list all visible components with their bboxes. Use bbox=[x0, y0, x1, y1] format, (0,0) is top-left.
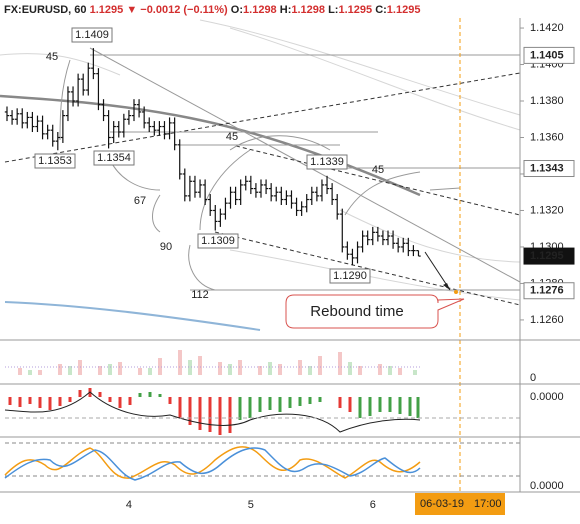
arrow-head bbox=[443, 283, 450, 290]
macd-histogram bbox=[8, 388, 352, 435]
y-tick-label: 1.1360 bbox=[530, 131, 564, 143]
ohlc-label: C: bbox=[375, 4, 387, 16]
time-label-time: 17:00 bbox=[474, 498, 502, 510]
price-callout-box bbox=[306, 154, 348, 170]
ohlc-label: O: bbox=[231, 4, 243, 16]
change-arrow: ▼ bbox=[126, 4, 137, 16]
macd-line bbox=[4, 391, 421, 433]
moving-average bbox=[0, 94, 421, 197]
price-label-box bbox=[523, 160, 575, 178]
price-callout-box bbox=[329, 268, 371, 284]
ohlc-label: H: bbox=[280, 4, 292, 16]
price-callout-box bbox=[93, 150, 135, 166]
stoch-k bbox=[4, 446, 421, 479]
frame bbox=[0, 18, 580, 493]
angle-label: 90 bbox=[160, 241, 172, 253]
y-tick-label: 1.1260 bbox=[530, 314, 564, 326]
angle-label: 112 bbox=[191, 289, 209, 301]
y-tick-label: 1.1380 bbox=[530, 95, 564, 107]
price-label: 1.1405 bbox=[530, 49, 564, 61]
last-price: 1.1295 bbox=[90, 4, 124, 16]
band-line bbox=[229, 27, 521, 131]
macd-histogram bbox=[138, 392, 420, 420]
x-tick-label: 4 bbox=[126, 499, 132, 511]
trend-line-dashed bbox=[4, 72, 521, 163]
band-line bbox=[0, 53, 521, 263]
callout-box bbox=[285, 294, 465, 329]
angle-label: 45 bbox=[46, 51, 58, 63]
price-label-box bbox=[523, 282, 575, 300]
price-callout: 1.1354 bbox=[97, 152, 131, 164]
panel-label: 0 bbox=[530, 372, 536, 384]
target-dot bbox=[454, 290, 458, 294]
price-label: 1.1295 bbox=[530, 250, 564, 262]
price-callout: 1.1339 bbox=[310, 156, 344, 168]
price-callout: 1.1309 bbox=[201, 235, 235, 247]
price-callout-box bbox=[197, 233, 239, 249]
callout-text: Rebound time bbox=[310, 303, 403, 320]
price-label: 1.1343 bbox=[530, 162, 564, 174]
header: FX:EURUSD, 60 1.1295 ▼ −0.0012 (−0.11%) … bbox=[4, 4, 420, 16]
price-callout: 1.1409 bbox=[75, 29, 109, 41]
trend-line bbox=[89, 47, 521, 283]
x-tick-label: 6 bbox=[370, 499, 376, 511]
x-tick-label: 5 bbox=[248, 499, 254, 511]
change: −0.0012 (−0.11%) bbox=[140, 4, 228, 16]
ohlc-value: 1.1298 bbox=[243, 4, 277, 16]
price-label: 1.1276 bbox=[530, 285, 564, 297]
gann-arc bbox=[59, 59, 461, 291]
price-callout-box bbox=[34, 153, 76, 169]
time-label-box bbox=[415, 493, 505, 515]
price-callout: 1.1353 bbox=[38, 155, 72, 167]
ohlc-value: 1.1298 bbox=[291, 4, 325, 16]
ohlc-value: 1.1295 bbox=[338, 4, 372, 16]
y-tick-label: 1.1320 bbox=[530, 204, 564, 216]
price-label-box bbox=[523, 247, 575, 265]
panel-label: 0.0000 bbox=[530, 391, 564, 403]
angle-label: 45 bbox=[372, 164, 384, 176]
price-label-box bbox=[523, 46, 575, 64]
ohlc-label: L: bbox=[328, 4, 338, 16]
indicators bbox=[4, 350, 520, 481]
moving-average-slow bbox=[4, 301, 261, 331]
angle-label: 67 bbox=[134, 195, 146, 207]
price-callout: 1.1290 bbox=[333, 270, 367, 282]
ohlc-value: 1.1295 bbox=[387, 4, 421, 16]
stoch-d bbox=[4, 447, 421, 481]
price-callout-box bbox=[71, 27, 113, 43]
panel-label: 0.0000 bbox=[530, 480, 564, 492]
y-tick-label: 1.1420 bbox=[530, 22, 564, 34]
band-line bbox=[199, 19, 521, 116]
angle-label: 45 bbox=[226, 131, 238, 143]
symbol: FX:EURUSD, 60 bbox=[4, 4, 87, 16]
volume-bars bbox=[28, 360, 417, 375]
time-label-date: 06-03-19 bbox=[420, 498, 464, 510]
